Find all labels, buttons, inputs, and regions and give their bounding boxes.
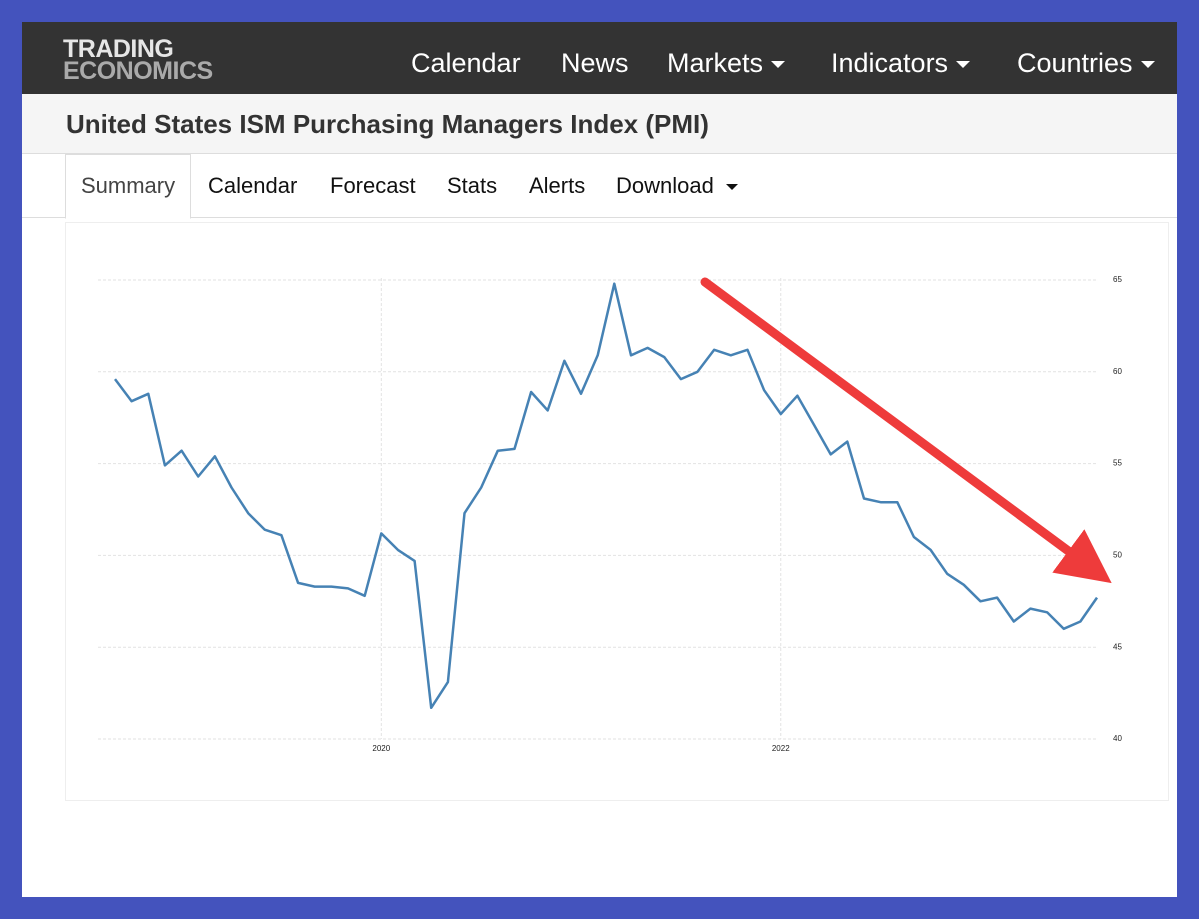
caret — [1140, 61, 1155, 69]
caret — [725, 184, 738, 191]
nav-label: Calendar — [411, 48, 521, 78]
logo[interactable]: TRADING — [63, 35, 174, 63]
tab-label: Download — [616, 173, 714, 198]
nav-item[interactable]: News — [561, 48, 629, 79]
tab[interactable]: Stats — [447, 173, 497, 199]
page: TRADING ECONOMICS Calendar News Markets … — [22, 22, 1177, 897]
nav-item[interactable]: Countries — [1017, 48, 1155, 79]
tab[interactable]: Summary — [65, 154, 192, 219]
tab[interactable]: Calendar — [208, 173, 297, 199]
y-tick-label: 45 — [1113, 642, 1122, 651]
title-bar: United States ISM Purchasing Managers In… — [22, 94, 1177, 154]
tab-bar: Summary Calendar Forecast Stats Alerts D… — [22, 154, 1177, 219]
y-tick-label: 55 — [1113, 459, 1122, 468]
tab-label: Alerts — [529, 173, 586, 198]
nav-item[interactable]: Calendar — [411, 48, 521, 79]
chart-box — [65, 222, 1169, 801]
line-series — [114, 282, 1099, 710]
y-tick-label: 65 — [1113, 275, 1122, 284]
page-title: United States ISM Purchasing Managers In… — [66, 109, 709, 139]
tab[interactable]: Alerts — [529, 173, 585, 199]
x-tick-label: 2022 — [772, 744, 790, 753]
y-tick-label: 60 — [1113, 367, 1122, 376]
nav-label: Indicators — [831, 48, 949, 78]
y-tick-label: 40 — [1113, 734, 1122, 743]
nav-item[interactable]: Markets — [667, 48, 786, 79]
chart: 40 45 50 55 60 65 2020 2022 — [98, 275, 1122, 753]
nav-label: Countries — [1017, 48, 1133, 78]
y-tick-label: 50 — [1113, 551, 1122, 560]
x-tick-label: 2020 — [372, 744, 390, 753]
logo[interactable]: ECONOMICS — [63, 57, 213, 85]
tab[interactable]: Download — [616, 173, 738, 199]
nav-label: Markets — [667, 48, 764, 78]
tab-label: Summary — [81, 173, 176, 198]
tab-label: Stats — [447, 173, 498, 198]
caret — [956, 61, 971, 69]
tab-label: Forecast — [330, 173, 416, 198]
caret — [771, 61, 786, 69]
navbar: TRADING ECONOMICS Calendar News Markets … — [22, 22, 1177, 94]
tab-label: Calendar — [208, 173, 298, 198]
nav-item[interactable]: Indicators — [831, 48, 971, 79]
tab[interactable]: Forecast — [330, 173, 416, 199]
annotation-arrow — [700, 277, 1112, 584]
nav-label: News — [561, 48, 629, 78]
